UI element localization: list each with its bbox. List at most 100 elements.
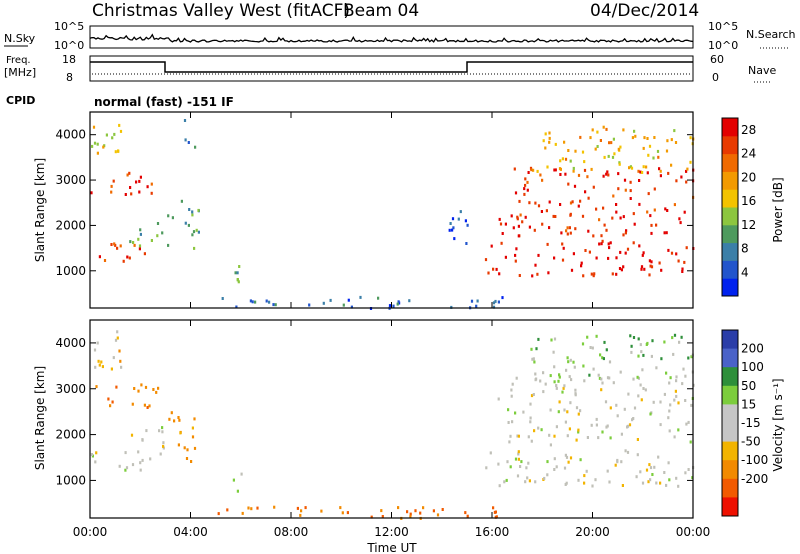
scatter-cell: [627, 392, 630, 396]
scatter-cell: [648, 259, 651, 263]
scatter-cell: [542, 139, 545, 143]
scatter-cell: [557, 379, 560, 383]
scatter-cell: [128, 256, 131, 260]
scatter-cell: [681, 267, 684, 271]
scatter-cell: [595, 417, 598, 421]
velocity-colorbar: 200 100 50 15 -15 -50 -100 -200: [721, 329, 768, 517]
scatter-cell: [620, 460, 623, 464]
scatter-cell: [680, 335, 683, 339]
scatter-cell: [609, 241, 612, 245]
scatter-cell: [561, 242, 564, 246]
scatter-cell: [612, 194, 615, 198]
scatter-cell: [497, 397, 500, 401]
y-tick-label: 3000: [55, 382, 86, 396]
scatter-cell: [161, 426, 164, 430]
scatter-cell: [558, 373, 561, 377]
colorbar-swatch: [722, 153, 738, 172]
scatter-cell: [126, 255, 129, 259]
scatter-cell: [663, 392, 666, 396]
scatter-cell: [603, 223, 606, 227]
scatter-cell: [251, 300, 254, 304]
scatter-cell: [648, 273, 651, 277]
scatter-cell: [553, 168, 556, 172]
colorbar-frame: [721, 117, 739, 297]
scatter-cell: [436, 513, 440, 517]
scatter-cell: [118, 464, 121, 468]
scatter-cell: [518, 199, 521, 203]
scatter-cell: [581, 342, 585, 346]
scatter-cell: [608, 246, 611, 250]
scatter-cell: [549, 408, 552, 412]
scatter-cell: [494, 510, 497, 514]
scatter-cell: [608, 360, 612, 364]
scatter-cell: [549, 374, 552, 378]
scatter-cell: [640, 265, 644, 269]
scatter-cell: [659, 423, 662, 427]
x-tick-label: 12:00: [374, 525, 409, 539]
scatter-cell: [156, 234, 159, 238]
colorbar-swatch: [722, 278, 738, 297]
scatter-cell: [663, 340, 666, 344]
colorbar-swatch: [722, 207, 738, 226]
scatter-cell: [583, 474, 586, 478]
scatter-cell: [534, 263, 537, 267]
scatter-cell: [162, 446, 165, 450]
scatter-cell: [689, 440, 692, 444]
scatter-cell: [101, 365, 104, 369]
scatter-cell: [110, 367, 113, 371]
scatter-cell: [637, 394, 640, 398]
scatter-cell: [145, 429, 148, 433]
scatter-cell: [567, 360, 570, 364]
nsearch-tick-top: 10^5: [708, 20, 738, 33]
scatter-cell: [114, 338, 118, 342]
colorbar-tick-label: 4: [741, 265, 749, 279]
scatter-cell: [622, 233, 625, 237]
scatter-cell: [642, 146, 645, 150]
scatter-cell: [527, 435, 530, 439]
scatter-cell: [619, 250, 622, 254]
scatter-cell: [642, 251, 645, 255]
scatter-cell: [511, 382, 514, 386]
nsky-tick-top: 10^5: [54, 20, 84, 33]
scatter-cell: [370, 515, 373, 519]
scatter-cell: [517, 434, 520, 438]
power-colorbar: 4 8 12 16 20 24 28: [721, 117, 756, 297]
scatter-cell: [527, 461, 530, 465]
scatter-cell: [632, 377, 635, 381]
scatter-cell: [635, 475, 638, 479]
scatter-cell: [611, 155, 615, 159]
scatter-cell: [679, 221, 682, 225]
scatter-cell: [193, 246, 196, 250]
scatter-cell: [666, 139, 669, 143]
scatter-cell: [584, 249, 587, 252]
colorbar-tick-label: -200: [741, 472, 768, 486]
scatter-cell: [653, 465, 656, 469]
scatter-cell: [191, 213, 194, 217]
scatter-cell: [441, 508, 444, 511]
scatter-cell: [501, 232, 504, 235]
scatter-cell: [137, 237, 140, 241]
scatter-cell: [408, 299, 411, 303]
scatter-cell: [638, 202, 641, 206]
scatter-cell: [639, 383, 642, 387]
scatter-cell: [359, 295, 362, 299]
colorbar-tick-label: 50: [741, 379, 756, 393]
scatter-cell: [645, 165, 648, 169]
scatter-cell: [588, 373, 591, 377]
scatter-cell: [637, 354, 640, 358]
scatter-cell: [135, 180, 138, 184]
scatter-cell: [670, 138, 673, 142]
scatter-cell: [650, 260, 653, 264]
scatter-cell: [508, 440, 511, 444]
scatter-cell: [495, 515, 498, 519]
scatter-cell: [300, 509, 303, 513]
scatter-cell: [568, 375, 571, 379]
scatter-cell: [639, 470, 642, 474]
scatter-cell: [249, 299, 252, 303]
scatter-cell: [234, 271, 237, 275]
scatter-cell: [579, 135, 582, 139]
scatter-cell: [629, 334, 632, 338]
x-tick-label: 16:00: [475, 525, 510, 539]
nsky-tick-bottom: 10^0: [54, 39, 84, 52]
scatter-cell: [495, 267, 498, 271]
